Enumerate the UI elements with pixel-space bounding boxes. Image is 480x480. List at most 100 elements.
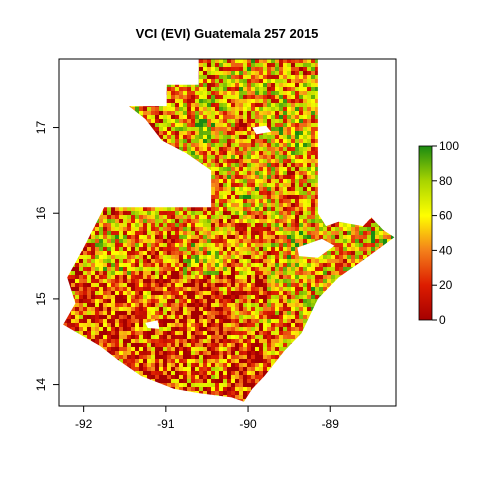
raster-cell: [331, 223, 335, 227]
raster-cell: [155, 275, 159, 279]
raster-cell: [159, 211, 163, 215]
raster-cell: [247, 263, 251, 267]
raster-cell: [259, 159, 263, 163]
raster-cell: [103, 207, 107, 211]
raster-cell: [287, 79, 291, 83]
raster-cell: [183, 283, 187, 287]
raster-cell: [195, 91, 199, 95]
raster-cell: [115, 255, 119, 259]
raster-cell: [211, 187, 215, 191]
raster-cell: [275, 179, 279, 183]
raster-cell: [199, 263, 203, 267]
raster-cell: [163, 247, 167, 251]
raster-cell: [195, 95, 199, 99]
raster-cell: [371, 227, 375, 231]
raster-cell: [151, 291, 155, 295]
raster-cell: [95, 231, 99, 235]
raster-cell: [279, 243, 283, 247]
raster-cell: [143, 279, 147, 283]
raster-cell: [235, 219, 239, 223]
raster-cell: [123, 259, 127, 263]
raster-cell: [295, 103, 299, 107]
raster-cell: [155, 279, 159, 283]
raster-cell: [271, 87, 275, 91]
raster-cell: [95, 223, 99, 227]
raster-cell: [271, 275, 275, 279]
raster-cell: [127, 251, 131, 255]
raster-cell: [187, 107, 191, 111]
raster-cell: [223, 235, 227, 239]
raster-cell: [363, 231, 367, 235]
raster-cell: [243, 215, 247, 219]
raster-cell: [115, 279, 119, 283]
raster-cell: [251, 287, 255, 291]
raster-cell: [283, 147, 287, 151]
raster-cell: [259, 71, 263, 75]
raster-cell: [151, 111, 155, 115]
raster-cell: [303, 283, 307, 287]
raster-cell: [243, 219, 247, 223]
raster-cell: [183, 115, 187, 119]
raster-cell: [263, 291, 267, 295]
raster-cell: [287, 179, 291, 183]
raster-cell: [219, 287, 223, 291]
raster-cell: [259, 291, 263, 295]
raster-cell: [219, 211, 223, 215]
raster-cell: [291, 275, 295, 279]
raster-cell: [143, 207, 147, 211]
raster-cell: [267, 231, 271, 235]
raster-cell: [259, 247, 263, 251]
raster-cell: [227, 67, 231, 71]
raster-cell: [239, 267, 243, 271]
raster-cell: [319, 231, 323, 235]
raster-cell: [291, 179, 295, 183]
raster-cell: [263, 231, 267, 235]
raster-cell: [159, 287, 163, 291]
raster-cell: [79, 263, 83, 267]
raster-cell: [91, 247, 95, 251]
raster-cell: [207, 235, 211, 239]
raster-cell: [279, 215, 283, 219]
raster-cell: [283, 143, 287, 147]
raster-cell: [343, 235, 347, 239]
raster-cell: [275, 187, 279, 191]
raster-cell: [187, 275, 191, 279]
raster-cell: [139, 279, 143, 283]
raster-cell: [183, 127, 187, 131]
raster-cell: [303, 263, 307, 267]
raster-cell: [291, 135, 295, 139]
raster-cell: [267, 207, 271, 211]
raster-cell: [203, 283, 207, 287]
raster-cell: [115, 239, 119, 243]
raster-cell: [235, 87, 239, 91]
raster-cell: [111, 259, 115, 263]
raster-cell: [111, 251, 115, 255]
raster-cell: [191, 279, 195, 283]
raster-cell: [203, 135, 207, 139]
raster-cell: [155, 111, 159, 115]
raster-cell: [303, 103, 307, 107]
raster-cell: [263, 59, 267, 63]
raster-cell: [211, 291, 215, 295]
raster-cell: [223, 211, 227, 215]
raster-cell: [299, 75, 303, 79]
raster-cell: [315, 207, 319, 211]
raster-cell: [91, 287, 95, 291]
raster-cell: [299, 115, 303, 119]
raster-cell: [311, 139, 315, 143]
raster-cell: [187, 251, 191, 255]
raster-cell: [271, 291, 275, 295]
raster-cell: [291, 63, 295, 67]
raster-cell: [239, 283, 243, 287]
raster-cell: [251, 215, 255, 219]
raster-cell: [271, 207, 275, 211]
raster-cell: [243, 95, 247, 99]
raster-cell: [211, 123, 215, 127]
raster-cell: [231, 99, 235, 103]
raster-cell: [95, 263, 99, 267]
raster-cell: [191, 119, 195, 123]
raster-cell: [323, 287, 327, 291]
raster-cell: [211, 163, 215, 167]
raster-cell: [263, 191, 267, 195]
raster-cell: [139, 251, 143, 255]
